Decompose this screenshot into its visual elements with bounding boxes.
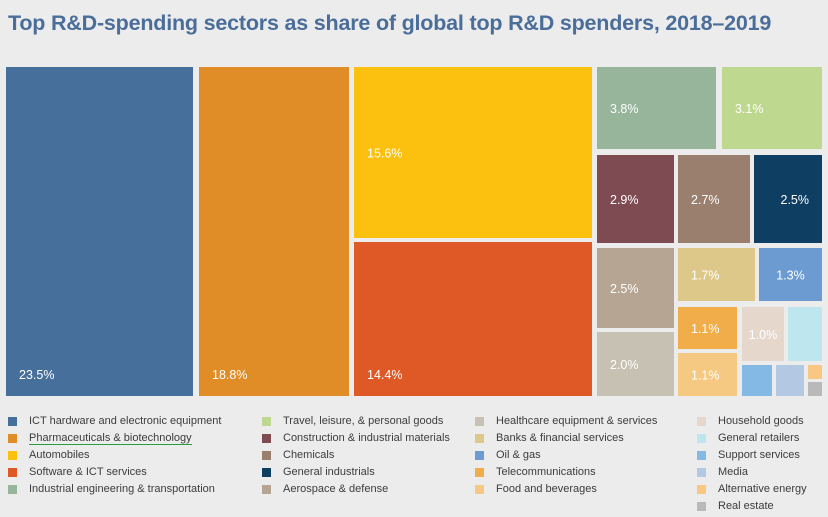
treemap-tile-chemicals [678, 155, 750, 243]
treemap-tile-pharmaceuticals-and-biotechnology [199, 67, 349, 396]
treemap-tile-construction-and-industrial-materials [597, 155, 674, 243]
chart-title: Top R&D-spending sectors as share of glo… [8, 11, 772, 35]
treemap-label-pharmaceuticals-and-biotechnology: 18.8% [212, 368, 247, 382]
treemap-tile-industrial-engineering-and-transportation [597, 67, 716, 149]
treemap-tile-general-industrials [754, 155, 822, 243]
treemap-tile-general-retailers [788, 307, 822, 361]
treemap-label-healthcare-equipment-and-services: 2.0% [610, 358, 639, 372]
treemap-tile-travel-leisure-and-personal-goods [722, 67, 822, 149]
treemap-tile-real-estate [808, 382, 822, 396]
treemap-tile-telecommunications [678, 307, 737, 349]
treemap-label-food-and-beverages: 1.1% [691, 369, 720, 383]
treemap-label-oil-and-gas: 1.3% [776, 269, 805, 283]
treemap-label-telecommunications: 1.1% [691, 322, 720, 336]
treemap-tile-aerospace-and-defense [597, 248, 674, 328]
treemap-label-industrial-engineering-and-transportation: 3.8% [610, 102, 639, 116]
treemap-label-travel-leisure-and-personal-goods: 3.1% [735, 102, 764, 116]
treemap-tile-oil-and-gas [759, 248, 822, 301]
treemap-label-general-industrials: 2.5% [781, 193, 810, 207]
treemap-tile-software-and-ict-services [354, 242, 592, 396]
treemap-tile-ict-hardware-and-electronic-equipment [6, 67, 193, 396]
treemap-label-chemicals: 2.7% [691, 193, 720, 207]
treemap-label-banks-and-financial-services: 1.7% [691, 269, 720, 283]
treemap-label-construction-and-industrial-materials: 2.9% [610, 193, 639, 207]
treemap-label-ict-hardware-and-electronic-equipment: 23.5% [19, 368, 54, 382]
treemap-tile-alternative-energy [808, 365, 822, 379]
treemap-tile-automobiles [354, 67, 592, 238]
treemap-label-household-goods: 1.0% [749, 328, 778, 342]
treemap-tile-food-and-beverages [678, 353, 737, 396]
treemap-tile-support-services [742, 365, 772, 396]
treemap-label-aerospace-and-defense: 2.5% [610, 282, 639, 296]
treemap-label-automobiles: 15.6% [367, 147, 402, 161]
treemap-tile-media [776, 365, 804, 396]
treemap-tile-household-goods [742, 307, 784, 361]
treemap-tile-banks-and-financial-services [678, 248, 755, 301]
treemap-label-software-and-ict-services: 14.4% [367, 368, 402, 382]
treemap-tile-healthcare-equipment-and-services [597, 332, 674, 396]
